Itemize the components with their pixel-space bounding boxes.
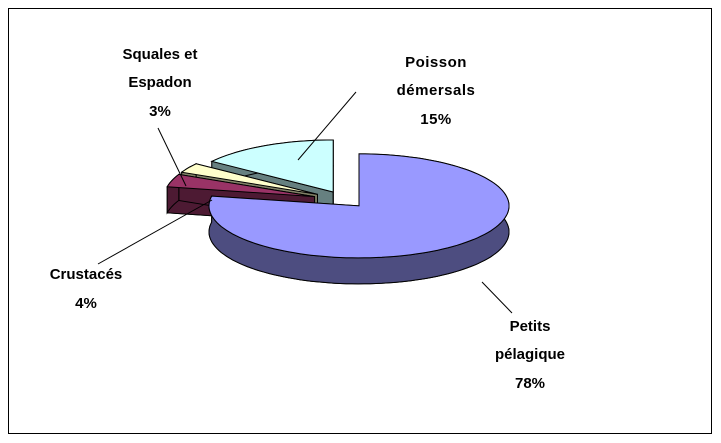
slice [208,153,510,259]
leader-line [97,199,213,265]
slices [166,139,510,285]
category-label: Crustacés [49,266,123,283]
category-label: Poisson démersals [396,54,476,99]
value-label: 3% [149,103,171,120]
value-label: 4% [75,295,97,312]
value-label: 15% [420,111,452,128]
chart-frame [8,8,712,434]
slice [210,139,334,193]
value-label: 78% [514,375,546,392]
data-label: Squales et Espadon 3% [113,41,208,127]
data-label: Crustacés 4% [36,261,136,319]
leader-line [297,91,357,161]
category-label: Squales et Espadon [122,46,198,91]
slice [180,163,318,195]
data-label: Poisson démersals 15% [386,49,486,135]
category-label: Petits pélagique [494,318,565,363]
leader-line [157,127,187,187]
data-label: Petits pélagique 78% [480,313,580,399]
leader-lines [97,91,513,314]
slice [166,173,315,198]
leader-line [481,281,513,314]
